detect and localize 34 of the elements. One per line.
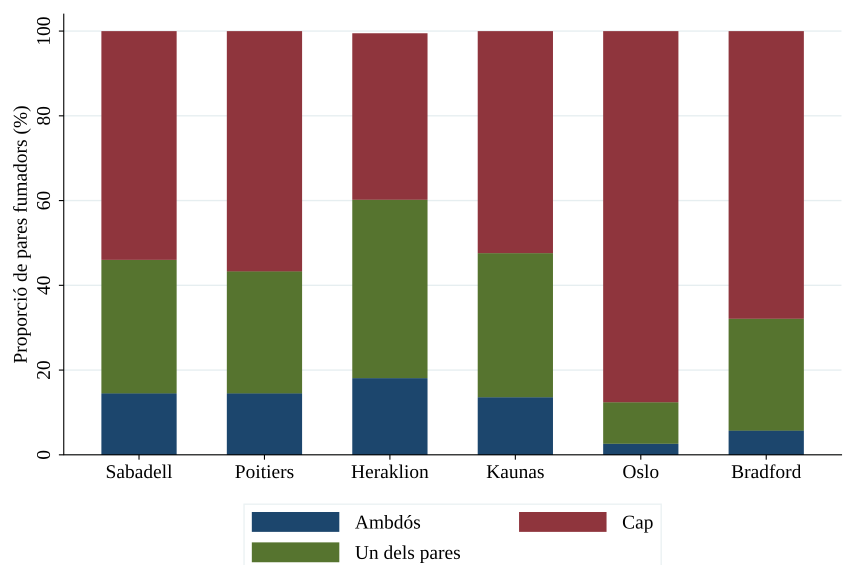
bar	[226, 271, 302, 394]
bar	[478, 397, 553, 455]
bar	[728, 318, 804, 431]
bar	[603, 31, 678, 402]
y-tick-label: 60	[36, 192, 50, 210]
bar	[478, 31, 553, 254]
y-tick-label: 0	[36, 450, 50, 459]
bar	[101, 31, 177, 260]
y-tick-label: 100	[36, 17, 50, 44]
y-tick-label: 40	[36, 276, 50, 295]
bar	[352, 200, 428, 378]
legend-label: Un dels pares	[355, 545, 460, 564]
bar	[728, 430, 804, 455]
bar	[603, 402, 678, 444]
y-axis-title: Proporció de pares fumadors (%)	[13, 106, 31, 363]
y-tick-label: 20	[36, 361, 50, 379]
legend-label: Ambdós	[355, 514, 420, 529]
bar	[603, 444, 678, 455]
bar	[226, 31, 302, 272]
x-tick-label: Bradford	[732, 464, 802, 478]
bar	[478, 253, 553, 398]
x-tick-label: Poitiers	[235, 465, 294, 478]
x-tick-label: Heraklion	[352, 464, 428, 478]
bar	[352, 33, 428, 200]
bar	[226, 393, 302, 455]
bar	[101, 260, 177, 394]
legend-label: Cap	[622, 516, 653, 533]
x-tick-label: Sabadell	[106, 464, 172, 478]
y-tick-label: 80	[36, 106, 50, 125]
x-tick-label: Oslo	[623, 464, 658, 478]
x-tick-label: Kaunas	[486, 465, 544, 478]
bar	[352, 378, 428, 455]
bar	[101, 393, 177, 455]
bar	[728, 31, 804, 319]
